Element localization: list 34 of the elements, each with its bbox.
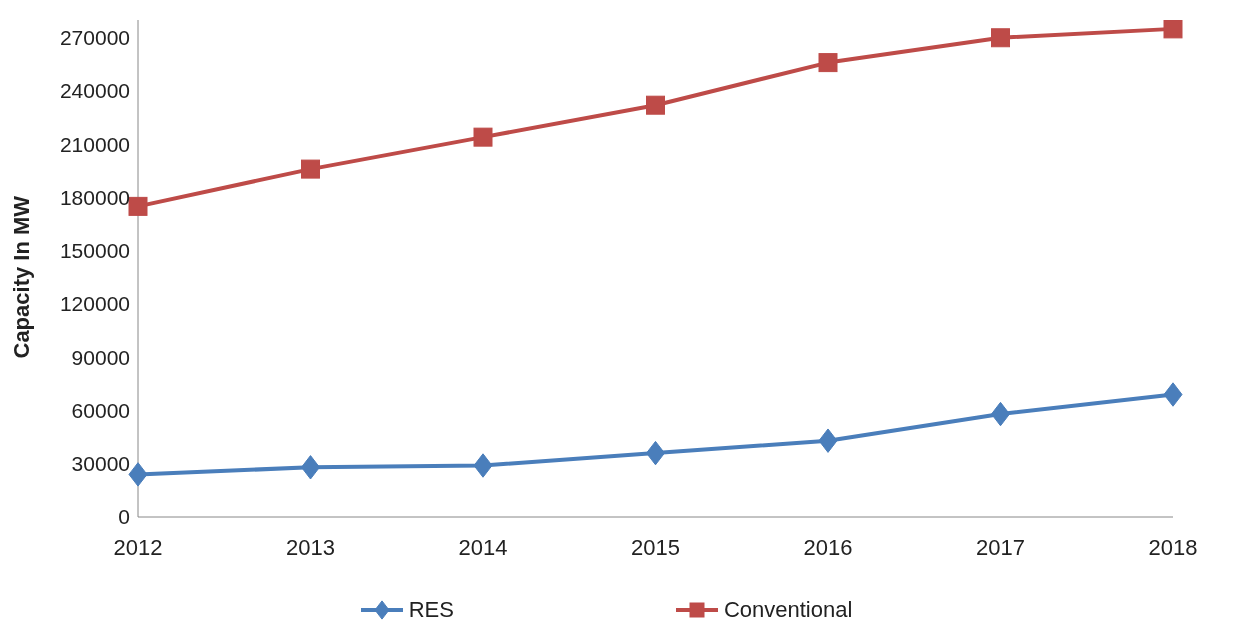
point: [473, 127, 493, 147]
x-tick-label: 2012: [113, 534, 163, 560]
legend-label: RES: [408, 597, 454, 623]
point: [128, 196, 148, 216]
point: [301, 159, 320, 179]
y-tick-label: 180000: [59, 185, 130, 209]
point: [301, 455, 320, 480]
point: [991, 28, 1010, 48]
point: [646, 95, 665, 115]
point: [991, 401, 1010, 427]
x-tick-label: 2014: [458, 534, 508, 560]
point: [818, 53, 838, 73]
y-tick-label: 0: [118, 505, 130, 529]
x-tick-label: 2018: [1148, 534, 1198, 560]
y-tick-label: 240000: [59, 79, 130, 103]
x-tick-label: 2016: [803, 534, 853, 560]
point: [128, 462, 148, 487]
y-tick-label: 60000: [71, 398, 130, 422]
point: [818, 428, 838, 453]
y-tick-label: 270000: [59, 26, 130, 50]
point: [1163, 20, 1183, 39]
legend-label: Conventional: [723, 597, 853, 623]
y-tick-label: 30000: [71, 452, 130, 476]
y-tick-label: 150000: [59, 239, 130, 263]
y-tick-label: 90000: [71, 345, 130, 369]
x-tick-label: 2013: [286, 534, 335, 560]
x-tick-label: 2015: [631, 534, 680, 560]
x-tick-label: 2017: [976, 534, 1025, 560]
y-tick-label: 120000: [59, 292, 130, 316]
y-tick-label: 210000: [59, 132, 130, 156]
point: [1163, 382, 1183, 407]
y-axis-title: Capacity In MW: [8, 195, 34, 359]
point: [473, 453, 493, 478]
point: [646, 440, 665, 466]
